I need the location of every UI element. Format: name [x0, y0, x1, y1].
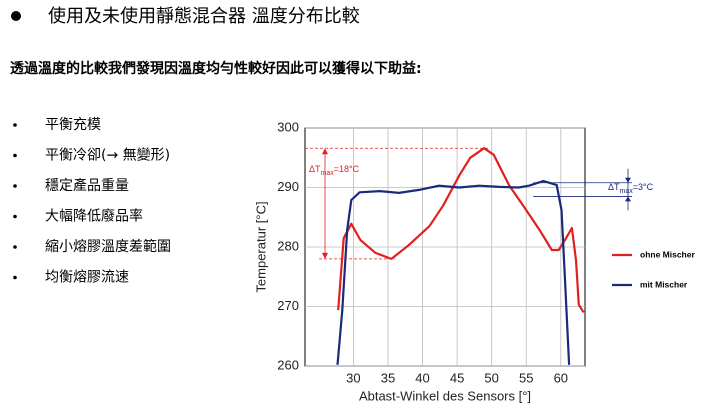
list-bullet [13, 123, 17, 127]
x-tick-label: 35 [381, 370, 395, 385]
annotation-sub: max [620, 188, 634, 195]
x-tick-label: 50 [484, 370, 498, 385]
y-tick-label: 270 [277, 298, 299, 313]
benefit-item: 縮小熔膠溫度差範圍 [45, 238, 171, 255]
annotation-text: ΔTmax=3°C [608, 182, 654, 194]
annotation-label: ΔT [608, 182, 620, 192]
annotation-label: ΔT [309, 164, 321, 174]
arrow-head [625, 177, 631, 202]
intro: 透過溫度的比較我們發現因溫度均勻性較好因此可以獲得以下助益: [10, 60, 422, 77]
annotation-sub: max [321, 170, 335, 177]
benefit-item: 均衡熔膠流速 [45, 270, 129, 286]
annotation-suffix: =18°C [334, 164, 360, 174]
y-tick-label: 300 [277, 119, 299, 134]
list-bullet [13, 153, 17, 158]
list-bullet [13, 184, 17, 188]
x-tick-label: 40 [415, 370, 429, 385]
benefit-item: 平衡充模 [45, 117, 101, 133]
list-bullet [13, 275, 17, 280]
title-bullet [11, 11, 21, 21]
data-line [336, 179, 571, 365]
data-line [337, 147, 585, 313]
x-tick-label: 45 [450, 370, 464, 385]
benefit-item: 穩定產品重量 [45, 177, 129, 194]
y-tick-label: 260 [277, 357, 299, 372]
x-tick-label: 30 [346, 370, 360, 385]
y-tick-label: 290 [277, 179, 299, 194]
title: 使用及未使用靜態混合器 溫度分布比較 [48, 6, 360, 27]
x-axis-label: Abtast-Winkel des Sensors [°] [359, 388, 531, 403]
x-tick-label: 55 [519, 370, 533, 385]
benefit-item: 平衡冷卻(→ 無變形) [45, 148, 170, 164]
legend-label: mit Mischer [640, 279, 688, 289]
annotation-text: ΔTmax=18°C [309, 164, 360, 176]
y-axis-label: Temperatur [°C] [253, 201, 268, 292]
list-bullet [13, 214, 17, 219]
x-tick-label: 60 [554, 370, 568, 385]
legend-label: ohne Mischer [640, 249, 695, 259]
y-tick-label: 280 [277, 238, 299, 253]
list-bullet [13, 245, 17, 249]
benefit-item: 大幅降低廢品率 [45, 208, 143, 225]
annotation-suffix: =3°C [633, 182, 654, 192]
